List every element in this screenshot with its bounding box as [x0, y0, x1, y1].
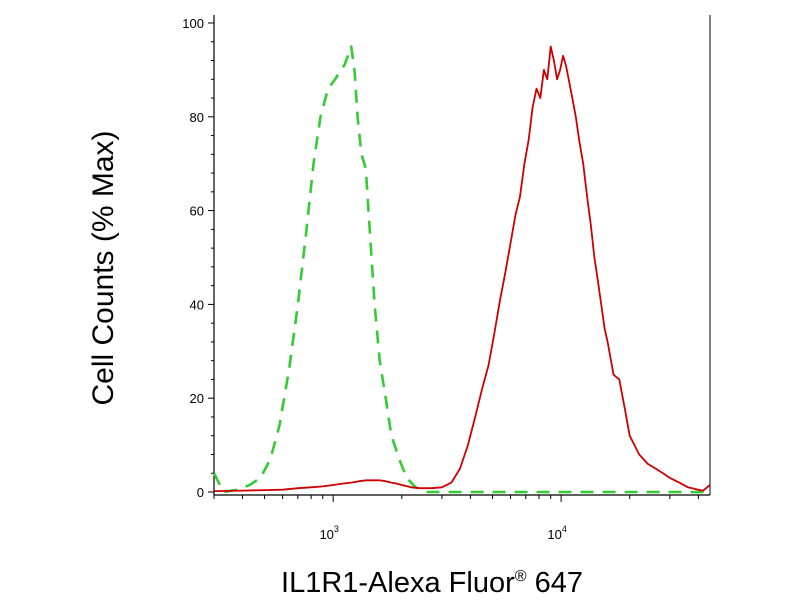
y-axis-title: Cell Counts (% Max) — [87, 130, 120, 405]
x-tick-label: 103 — [319, 524, 338, 542]
y-tick-label: 100 — [182, 16, 204, 31]
x-axis-title: IL1R1-Alexa Fluor® 647 — [281, 567, 583, 599]
x-ticks: 103 104 — [213, 495, 699, 542]
y-tick-label: 80 — [190, 110, 204, 125]
y-ticks: 0 20 40 60 80 100 — [182, 16, 214, 500]
y-tick-label: 60 — [190, 204, 204, 219]
control-histogram-line — [212, 45, 710, 494]
x-axis-title-main: IL1R1-Alexa Fluor — [281, 567, 515, 599]
x-axis-title-suffix: 647 — [527, 567, 583, 599]
x-tick-label: 104 — [547, 524, 566, 542]
x-axis-title-registered: ® — [515, 568, 527, 585]
y-tick-label: 20 — [190, 391, 204, 406]
y-tick-label: 0 — [197, 485, 204, 500]
series-layer — [212, 45, 711, 494]
plot-frame — [213, 15, 711, 496]
y-tick-label: 40 — [190, 297, 204, 312]
sample-histogram-line — [213, 45, 711, 492]
